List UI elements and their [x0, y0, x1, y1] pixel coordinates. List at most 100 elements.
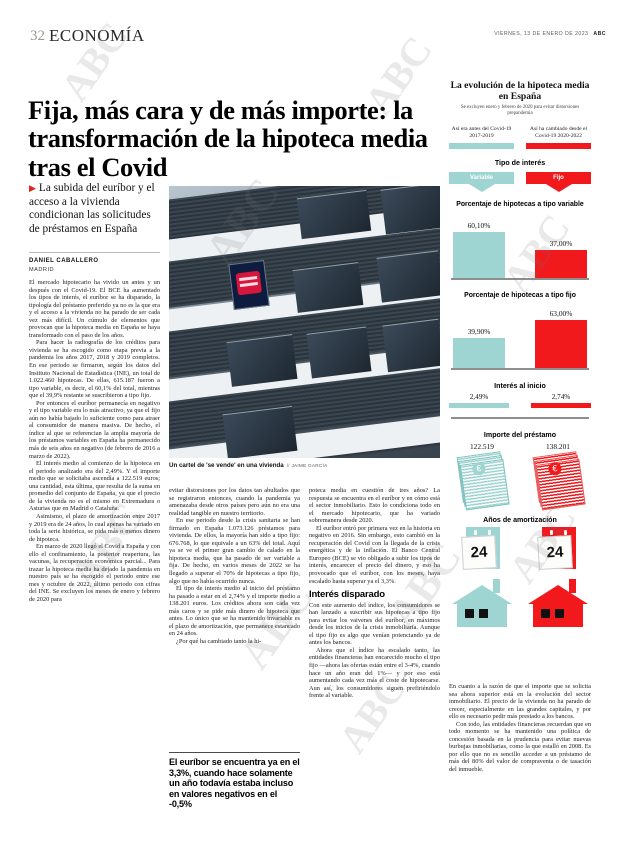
chart-heading-interes-inicio: Interés al inicio: [494, 382, 546, 390]
bar-group-pre: 60,10%: [449, 221, 509, 278]
bar-group-post: 63,00%: [531, 309, 591, 368]
masthead: 32 ECONOMÍA VIERNES, 13 DE ENERO DE 2023…: [0, 26, 620, 48]
section-title: ECONOMÍA: [49, 26, 145, 45]
legend-label-pre: Así era antes del Covid-19 2017-2019: [451, 126, 512, 139]
photo-window: [382, 318, 440, 373]
bar-pre: [453, 231, 505, 278]
chart-fijo: 39,90% 63,00%: [449, 304, 591, 372]
arrow-down-icon: [545, 184, 572, 193]
money-group-post: 138.201 €: [525, 442, 591, 511]
arrow-variable-label: Variable: [449, 172, 514, 185]
bar-group-pre: 39,90%: [449, 327, 509, 368]
bar-value-pre: 2,49%: [469, 393, 489, 401]
photo-window: [226, 334, 298, 387]
house-icon-pre: [449, 577, 515, 627]
article-paragraph: Ahora que el índice ha escalado tanto, l…: [309, 646, 440, 700]
photo-window: [292, 262, 364, 313]
calendar-group-post: 24: [525, 527, 591, 571]
bullet-arrow-icon: ▶: [29, 183, 36, 193]
bar-pre: [449, 403, 509, 408]
bar-value-pre: 39,90%: [467, 327, 491, 336]
banknotes-icon: €: [532, 451, 586, 511]
house-window-icon: [479, 609, 488, 618]
calendar-icon: 24: [537, 527, 578, 571]
calendar-hole: [550, 530, 553, 535]
infographic-subtitle: Se excluyen enero y febrero de 2020 para…: [460, 105, 580, 116]
money-group-pre: 122.519 €: [449, 442, 515, 511]
article-paragraph: El tipo de interés medio al inicio del p…: [169, 585, 300, 638]
house-illustrations: [449, 577, 591, 627]
chart-baseline: [451, 368, 589, 370]
house-icon-post: [525, 577, 591, 627]
article-paragraph: En cuanto a la razón de que el importe q…: [449, 683, 591, 721]
arrow-down-icon: [468, 184, 495, 193]
calendar-icon: 24: [461, 527, 502, 571]
article-subsection-heading: Interés disparado: [309, 589, 385, 601]
photo-window: [296, 189, 372, 240]
subhead: ▶ La subida del euríbor y el acceso a la …: [29, 182, 163, 236]
infographic-title: La evolución de la hipoteca media en Esp…: [450, 80, 590, 102]
subhead-text: La subida del euríbor y el acceso a la v…: [29, 182, 155, 235]
photo-credit: // JAIME GARCÍA: [286, 463, 328, 468]
pull-quote-divider: [169, 752, 300, 753]
bar-group-pre: 2,49%: [449, 393, 509, 408]
byline-divider: [29, 252, 160, 253]
calendar-group-pre: 24: [449, 527, 515, 571]
legend-swatch-post: [526, 143, 591, 150]
house-window-icon: [541, 609, 550, 618]
author-city: MADRID: [29, 267, 55, 273]
bar-value-pre: 60,10%: [467, 220, 491, 230]
photo-window: [380, 186, 440, 235]
pull-quote: El euríbor se encuentra ya en el 3,3%, c…: [169, 752, 300, 810]
photo-window: [222, 405, 298, 458]
bar-group-post: 2,74%: [531, 393, 591, 408]
chart-variable: 60,10% 37,00%: [449, 214, 591, 282]
article-paragraph: Con este aumento del índice, los consumi…: [309, 601, 440, 647]
legend-item-pre: Así era antes del Covid-19 2017-2019: [449, 126, 514, 150]
for-sale-sign: [228, 259, 270, 311]
chart-heading-amortizacion: Años de amortización: [483, 516, 557, 524]
brand-name: ABC: [593, 31, 606, 37]
article-column-1: El mercado hipotecario ha vivido un ante…: [29, 279, 160, 604]
article-paragraph: En marzo de 2020 llegó el Covid a España…: [29, 543, 160, 603]
bar-value-post: 37,00%: [549, 238, 573, 248]
arrow-variable: Variable: [449, 172, 514, 193]
article-paragraph: evitar distorsiones por los datos tan ab…: [169, 487, 300, 517]
infographic: La evolución de la hipoteca media en Esp…: [449, 80, 591, 627]
roof-icon: [452, 585, 512, 604]
photo-window: [306, 326, 372, 379]
chart-baseline: [451, 278, 589, 280]
legend-label-post: Así ha cambiado desde el Covid-19 2020-2…: [529, 126, 588, 139]
bar-post: [531, 403, 591, 408]
chart-heading-tipo-interes: Tipo de interés: [494, 159, 546, 168]
house-window-icon: [555, 609, 564, 618]
tipo-interes-arrows: Variable Fijo: [449, 172, 591, 193]
money-value-pre: 122.519: [469, 442, 495, 451]
bar-value-post: 2,74%: [551, 393, 571, 401]
article-paragraph: Por entonces el euríbor permanecía en ne…: [29, 399, 160, 460]
money-value-post: 138.201: [545, 442, 571, 451]
page-number: 32: [30, 28, 45, 44]
pull-quote-text: El euríbor se encuentra ya en el 3,3%, c…: [169, 757, 300, 810]
chart-baseline: [451, 417, 589, 419]
article-column-4: En cuanto a la razón de que el importe q…: [449, 683, 591, 774]
article-paragraph: ¿Por qué ha cambiado tanto la hi-: [176, 637, 262, 645]
calendar-hole: [474, 530, 477, 535]
article-paragraph: Asimismo, el plazo de amortización entre…: [29, 512, 160, 543]
author-name: DANIEL CABALLERO: [29, 258, 99, 264]
article-paragraph: El interés medio al comienzo de la hipot…: [29, 460, 160, 513]
article-photo: [169, 186, 440, 458]
bar-value-post: 63,00%: [549, 309, 573, 318]
dateline-date: VIERNES, 13 DE ENERO DE 2023: [494, 31, 589, 37]
photo-caption-text: Un cartel de 'se vende' en una vivienda: [169, 462, 284, 469]
legend-item-post: Así ha cambiado desde el Covid-19 2020-2…: [526, 126, 591, 150]
article-column-3: poteca media en cuestión de tres años? L…: [309, 487, 440, 700]
bar-post: [535, 320, 587, 368]
chart-interes-inicio: 2,49% 2,74%: [449, 393, 591, 419]
photo-caption: Un cartel de 'se vende' en una vivienda /…: [169, 462, 440, 469]
infographic-legend: Así era antes del Covid-19 2017-2019 Así…: [449, 126, 591, 150]
article-paragraph: El mercado hipotecario ha vivido un ante…: [29, 279, 160, 339]
arrow-fijo-label: Fijo: [526, 172, 591, 185]
arrow-fijo: Fijo: [526, 172, 591, 193]
